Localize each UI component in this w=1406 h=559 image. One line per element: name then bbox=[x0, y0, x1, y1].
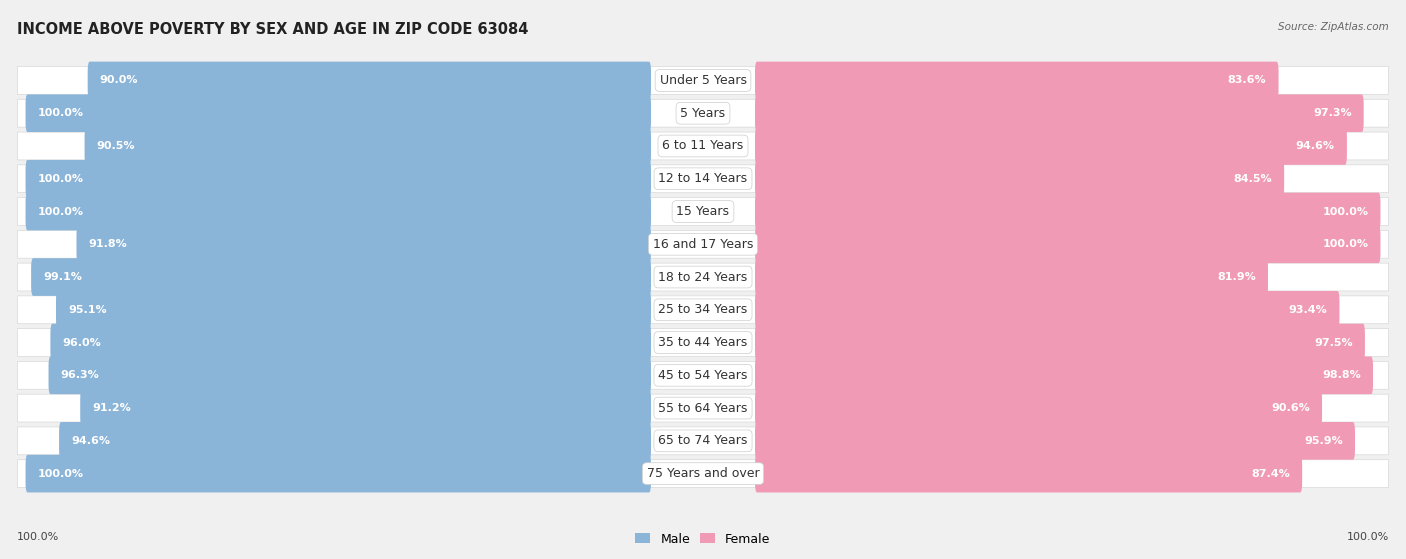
Text: 65 to 74 Years: 65 to 74 Years bbox=[658, 434, 748, 447]
Text: 25 to 34 Years: 25 to 34 Years bbox=[658, 304, 748, 316]
Text: 91.2%: 91.2% bbox=[93, 403, 131, 413]
Text: 93.4%: 93.4% bbox=[1288, 305, 1327, 315]
FancyBboxPatch shape bbox=[17, 132, 1389, 160]
FancyBboxPatch shape bbox=[17, 296, 1389, 324]
Text: 94.6%: 94.6% bbox=[72, 436, 110, 446]
FancyBboxPatch shape bbox=[755, 389, 1322, 427]
Text: 100.0%: 100.0% bbox=[17, 532, 59, 542]
FancyBboxPatch shape bbox=[25, 94, 651, 132]
FancyBboxPatch shape bbox=[755, 422, 1355, 459]
FancyBboxPatch shape bbox=[76, 225, 651, 263]
FancyBboxPatch shape bbox=[755, 127, 1347, 165]
Text: 12 to 14 Years: 12 to 14 Years bbox=[658, 172, 748, 185]
FancyBboxPatch shape bbox=[755, 225, 1381, 263]
Text: 6 to 11 Years: 6 to 11 Years bbox=[662, 140, 744, 153]
Text: 5 Years: 5 Years bbox=[681, 107, 725, 120]
FancyBboxPatch shape bbox=[80, 389, 651, 427]
FancyBboxPatch shape bbox=[51, 324, 651, 362]
Text: 15 Years: 15 Years bbox=[676, 205, 730, 218]
Text: 16 and 17 Years: 16 and 17 Years bbox=[652, 238, 754, 251]
Text: 45 to 54 Years: 45 to 54 Years bbox=[658, 369, 748, 382]
FancyBboxPatch shape bbox=[17, 362, 1389, 389]
FancyBboxPatch shape bbox=[755, 61, 1278, 100]
Text: 100.0%: 100.0% bbox=[1322, 206, 1368, 216]
FancyBboxPatch shape bbox=[17, 67, 1389, 94]
FancyBboxPatch shape bbox=[31, 258, 651, 296]
FancyBboxPatch shape bbox=[25, 160, 651, 197]
FancyBboxPatch shape bbox=[755, 160, 1284, 197]
Text: 97.5%: 97.5% bbox=[1315, 338, 1353, 348]
Text: 96.0%: 96.0% bbox=[62, 338, 101, 348]
FancyBboxPatch shape bbox=[755, 193, 1381, 230]
FancyBboxPatch shape bbox=[84, 127, 651, 165]
FancyBboxPatch shape bbox=[59, 422, 651, 459]
Text: INCOME ABOVE POVERTY BY SEX AND AGE IN ZIP CODE 63084: INCOME ABOVE POVERTY BY SEX AND AGE IN Z… bbox=[17, 22, 529, 37]
Text: 100.0%: 100.0% bbox=[1347, 532, 1389, 542]
Text: 91.8%: 91.8% bbox=[89, 239, 128, 249]
Text: 83.6%: 83.6% bbox=[1227, 75, 1267, 86]
FancyBboxPatch shape bbox=[17, 230, 1389, 258]
FancyBboxPatch shape bbox=[755, 455, 1302, 492]
Text: 81.9%: 81.9% bbox=[1218, 272, 1256, 282]
Text: 99.1%: 99.1% bbox=[44, 272, 82, 282]
Text: 100.0%: 100.0% bbox=[1322, 239, 1368, 249]
FancyBboxPatch shape bbox=[17, 197, 1389, 225]
FancyBboxPatch shape bbox=[25, 455, 651, 492]
FancyBboxPatch shape bbox=[755, 357, 1374, 394]
Text: 100.0%: 100.0% bbox=[38, 174, 84, 184]
Text: 97.3%: 97.3% bbox=[1313, 108, 1351, 119]
Text: 75 Years and over: 75 Years and over bbox=[647, 467, 759, 480]
Text: 90.5%: 90.5% bbox=[97, 141, 135, 151]
FancyBboxPatch shape bbox=[56, 291, 651, 329]
FancyBboxPatch shape bbox=[87, 61, 651, 100]
FancyBboxPatch shape bbox=[17, 100, 1389, 127]
Text: 95.9%: 95.9% bbox=[1305, 436, 1343, 446]
FancyBboxPatch shape bbox=[755, 94, 1364, 132]
FancyBboxPatch shape bbox=[25, 193, 651, 230]
FancyBboxPatch shape bbox=[17, 427, 1389, 455]
Text: 100.0%: 100.0% bbox=[38, 206, 84, 216]
Text: 18 to 24 Years: 18 to 24 Years bbox=[658, 271, 748, 283]
Legend: Male, Female: Male, Female bbox=[630, 528, 776, 551]
FancyBboxPatch shape bbox=[755, 291, 1340, 329]
Text: 100.0%: 100.0% bbox=[38, 108, 84, 119]
Text: 87.4%: 87.4% bbox=[1251, 468, 1289, 479]
FancyBboxPatch shape bbox=[755, 324, 1365, 362]
FancyBboxPatch shape bbox=[17, 329, 1389, 357]
Text: 96.3%: 96.3% bbox=[60, 370, 100, 380]
Text: 84.5%: 84.5% bbox=[1233, 174, 1272, 184]
Text: 35 to 44 Years: 35 to 44 Years bbox=[658, 336, 748, 349]
Text: 100.0%: 100.0% bbox=[38, 468, 84, 479]
FancyBboxPatch shape bbox=[17, 394, 1389, 422]
FancyBboxPatch shape bbox=[17, 263, 1389, 291]
Text: 90.0%: 90.0% bbox=[100, 75, 138, 86]
Text: 94.6%: 94.6% bbox=[1296, 141, 1334, 151]
FancyBboxPatch shape bbox=[755, 258, 1268, 296]
FancyBboxPatch shape bbox=[17, 459, 1389, 487]
Text: Source: ZipAtlas.com: Source: ZipAtlas.com bbox=[1278, 22, 1389, 32]
Text: 90.6%: 90.6% bbox=[1271, 403, 1310, 413]
Text: 95.1%: 95.1% bbox=[67, 305, 107, 315]
FancyBboxPatch shape bbox=[17, 165, 1389, 193]
Text: 55 to 64 Years: 55 to 64 Years bbox=[658, 401, 748, 415]
Text: 98.8%: 98.8% bbox=[1322, 370, 1361, 380]
FancyBboxPatch shape bbox=[49, 357, 651, 394]
Text: Under 5 Years: Under 5 Years bbox=[659, 74, 747, 87]
